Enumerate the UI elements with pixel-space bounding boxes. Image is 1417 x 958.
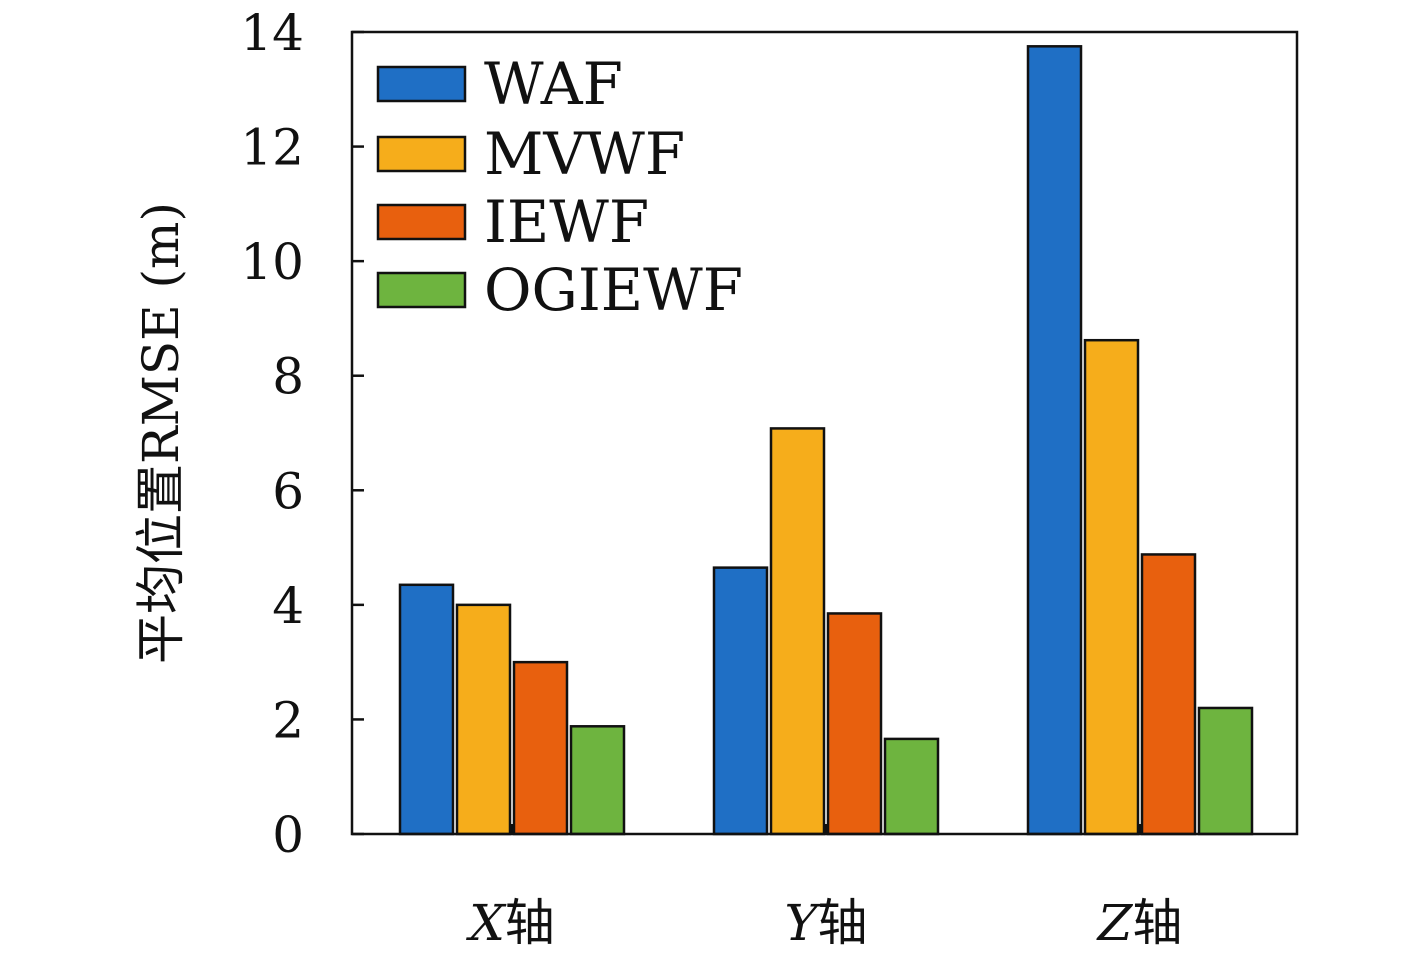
x-category-var: Z <box>1096 894 1134 952</box>
legend-label-ogiewf: OGIEWF <box>484 256 743 324</box>
bar-ogiewf-y <box>883 737 940 836</box>
y-tick-label: 14 <box>240 4 304 62</box>
bar-iewf-y <box>826 612 883 836</box>
y-tick-label: 6 <box>272 462 304 520</box>
legend-label-waf: WAF <box>484 50 623 118</box>
x-category-var: Y <box>784 894 821 952</box>
y-tick-label: 2 <box>272 691 304 749</box>
plot-frame <box>350 30 1299 836</box>
x-category-suffix: 轴 <box>818 894 868 952</box>
bar-ogiewf-x <box>569 725 626 836</box>
bar-mvwf-z <box>1083 338 1140 836</box>
legend-label-mvwf: MVWF <box>484 120 685 188</box>
bars-layer <box>398 45 1254 836</box>
y-tick-label: 0 <box>272 806 304 864</box>
bar-ogiewf-z <box>1197 706 1254 836</box>
bar-waf-y <box>712 566 769 836</box>
y-tick-label: 10 <box>240 233 304 291</box>
bar-iewf-z <box>1140 553 1197 836</box>
x-category-label: Y轴 <box>784 894 867 952</box>
legend-swatch-waf <box>376 65 467 103</box>
legend-swatch-ogiewf <box>376 271 467 309</box>
x-category-label: X轴 <box>465 894 555 952</box>
x-axis-categories: X轴 Y轴 Z轴 <box>465 894 1182 952</box>
x-category-suffix: 轴 <box>1132 894 1182 952</box>
x-category-suffix: 轴 <box>505 894 555 952</box>
bar-waf-x <box>398 583 455 836</box>
bar-waf-z <box>1026 45 1083 836</box>
legend-swatch-iewf <box>376 203 467 241</box>
y-axis-ticks: 0 2 4 6 8 10 12 14 <box>240 4 364 864</box>
bar-mvwf-x <box>455 603 512 836</box>
y-tick-label: 4 <box>272 577 304 635</box>
legend-swatch-mvwf <box>376 135 467 173</box>
y-tick-label: 12 <box>240 119 304 177</box>
x-category-label: Z轴 <box>1096 894 1183 952</box>
y-tick-label: 8 <box>272 348 304 406</box>
bar-mvwf-y <box>769 427 826 836</box>
x-category-var: X <box>465 894 507 952</box>
y-axis-label: 平均位置RMSE (m) <box>132 202 190 664</box>
bar-iewf-x <box>512 660 569 836</box>
legend-label-iewf: IEWF <box>484 188 649 256</box>
